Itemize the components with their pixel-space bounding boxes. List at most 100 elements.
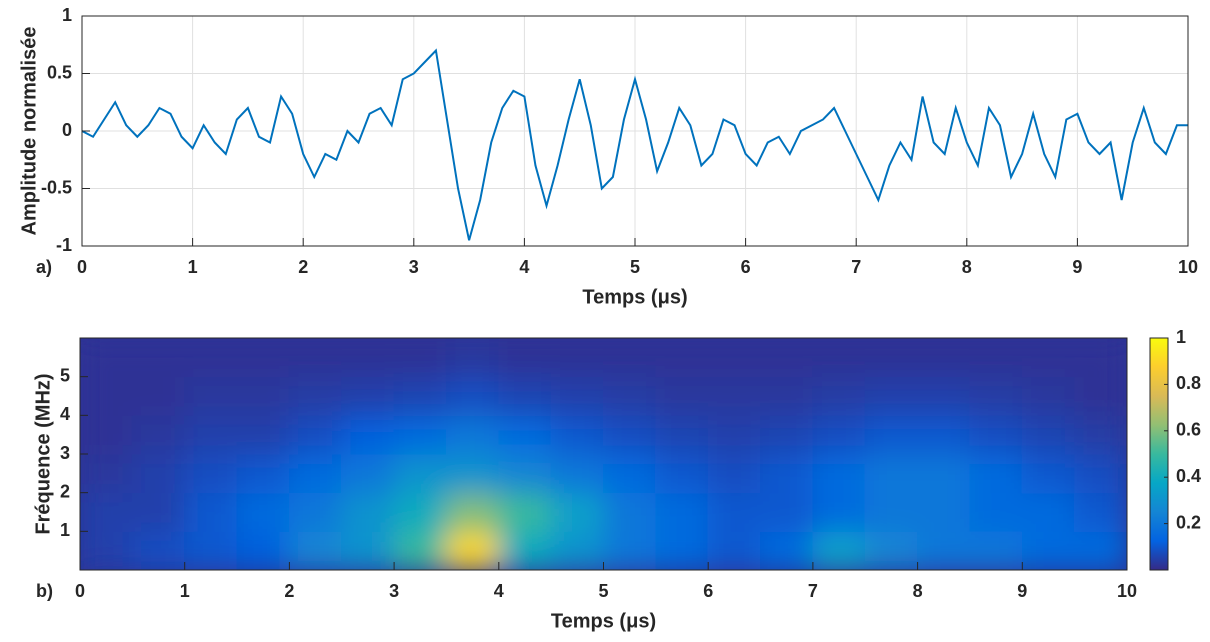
heatmap-cell bbox=[969, 492, 1023, 532]
x-tick-label: 3 bbox=[389, 581, 399, 601]
heatmap-cell bbox=[550, 453, 604, 494]
heatmap-cell bbox=[969, 376, 1023, 416]
heatmap-cell bbox=[498, 414, 552, 455]
x-tick-label: 8 bbox=[962, 257, 972, 277]
heatmap-cell bbox=[655, 530, 709, 570]
x-tick-label: 10 bbox=[1117, 581, 1137, 601]
heatmap-cell bbox=[80, 414, 133, 455]
heatmap-cell bbox=[760, 338, 814, 378]
heatmap-cell bbox=[445, 453, 500, 494]
heatmap-cell bbox=[760, 414, 814, 455]
heatmap-cell bbox=[1074, 492, 1127, 532]
heatmap-cell bbox=[1021, 530, 1076, 570]
heatmap-cell bbox=[341, 414, 395, 455]
heatmap-cell bbox=[812, 414, 866, 455]
x-tick-label: 0 bbox=[77, 257, 87, 277]
heatmap-cell bbox=[236, 530, 290, 570]
x-tick-label: 9 bbox=[1017, 581, 1027, 601]
heatmap-cell bbox=[131, 376, 186, 416]
heatmap-cell bbox=[184, 453, 238, 494]
heatmap-cell bbox=[393, 376, 447, 416]
heatmap-cell bbox=[80, 338, 133, 378]
x-tick-label: 10 bbox=[1178, 257, 1198, 277]
heatmap-layer bbox=[80, 338, 1127, 570]
colorbar bbox=[1149, 337, 1169, 571]
heatmap-cell bbox=[550, 376, 604, 416]
heatmap-cell bbox=[131, 414, 186, 455]
heatmap-cell bbox=[236, 453, 290, 494]
heatmap-cell bbox=[760, 530, 814, 570]
heatmap-cell bbox=[707, 530, 762, 570]
x-tick-label: 1 bbox=[188, 257, 198, 277]
heatmap-cell bbox=[812, 338, 866, 378]
heatmap-cell bbox=[445, 414, 500, 455]
heatmap-cell bbox=[603, 530, 657, 570]
heatmap-cell bbox=[341, 453, 395, 494]
heatmap-cell bbox=[236, 414, 290, 455]
heatmap-cell bbox=[498, 338, 552, 378]
colorbar-tick-label: 0.8 bbox=[1176, 373, 1201, 393]
heatmap-cell bbox=[655, 414, 709, 455]
heatmap-cell bbox=[655, 453, 709, 494]
heatmap-cell bbox=[498, 453, 552, 494]
heatmap-cell bbox=[812, 453, 866, 494]
heatmap-cell bbox=[603, 492, 657, 532]
heatmap-cell bbox=[969, 414, 1023, 455]
heatmap-cell bbox=[603, 414, 657, 455]
y-tick-label: -1 bbox=[56, 235, 72, 255]
x-tick-label: 6 bbox=[703, 581, 713, 601]
heatmap-cell bbox=[80, 453, 133, 494]
heatmap-cell bbox=[917, 530, 971, 570]
x-tick-label: 4 bbox=[494, 581, 504, 601]
heatmap-cell bbox=[603, 453, 657, 494]
heatmap-cell bbox=[707, 453, 762, 494]
heatmap-cell bbox=[760, 492, 814, 532]
heatmap-cell bbox=[812, 530, 866, 570]
x-tick-label: 0 bbox=[75, 581, 85, 601]
heatmap-cell bbox=[864, 376, 919, 416]
heatmap-cell bbox=[445, 376, 500, 416]
x-tick-label: 4 bbox=[519, 257, 529, 277]
x-tick-label: 3 bbox=[409, 257, 419, 277]
heatmap-cell bbox=[393, 530, 447, 570]
heatmap-cell bbox=[603, 338, 657, 378]
heatmap-cell bbox=[184, 338, 238, 378]
y-tick-label: 2 bbox=[60, 481, 70, 501]
heatmap-cell bbox=[707, 492, 762, 532]
heatmap-cell bbox=[498, 530, 552, 570]
heatmap-cell bbox=[550, 530, 604, 570]
heatmap-cell bbox=[1021, 492, 1076, 532]
heatmap-cell bbox=[236, 376, 290, 416]
x-tick-label: 7 bbox=[808, 581, 818, 601]
y-tick-label: 0 bbox=[62, 120, 72, 140]
heatmap-cell bbox=[760, 376, 814, 416]
heatmap-cell bbox=[341, 492, 395, 532]
heatmap-cell bbox=[655, 492, 709, 532]
heatmap-cell bbox=[236, 338, 290, 378]
heatmap-cell bbox=[969, 338, 1023, 378]
heatmap-cell bbox=[760, 453, 814, 494]
heatmap-cells bbox=[80, 338, 1127, 570]
heatmap-cell bbox=[864, 338, 919, 378]
heatmap-cell bbox=[1074, 338, 1127, 378]
heatmap-cell bbox=[917, 338, 971, 378]
heatmap-cell bbox=[655, 376, 709, 416]
heatmap-cell bbox=[917, 492, 971, 532]
heatmap-cell bbox=[917, 414, 971, 455]
heatmap-cell bbox=[184, 376, 238, 416]
colorbar-tick-label: 0.2 bbox=[1176, 512, 1201, 532]
heatmap-cell bbox=[288, 453, 343, 494]
heatmap-cell bbox=[341, 376, 395, 416]
x-tick-label: 7 bbox=[851, 257, 861, 277]
heatmap-cell bbox=[550, 338, 604, 378]
heatmap-cell bbox=[707, 414, 762, 455]
heatmap-cell bbox=[707, 338, 762, 378]
heatmap-cell bbox=[393, 338, 447, 378]
heatmap-cell bbox=[131, 530, 186, 570]
y-tick-label: 4 bbox=[60, 404, 70, 424]
colorbar-tick-label: 1 bbox=[1176, 327, 1186, 347]
heatmap-cell bbox=[80, 376, 133, 416]
y-tick-label: 0.5 bbox=[47, 62, 72, 82]
heatmap-cell bbox=[393, 492, 447, 532]
heatmap-cell bbox=[131, 338, 186, 378]
